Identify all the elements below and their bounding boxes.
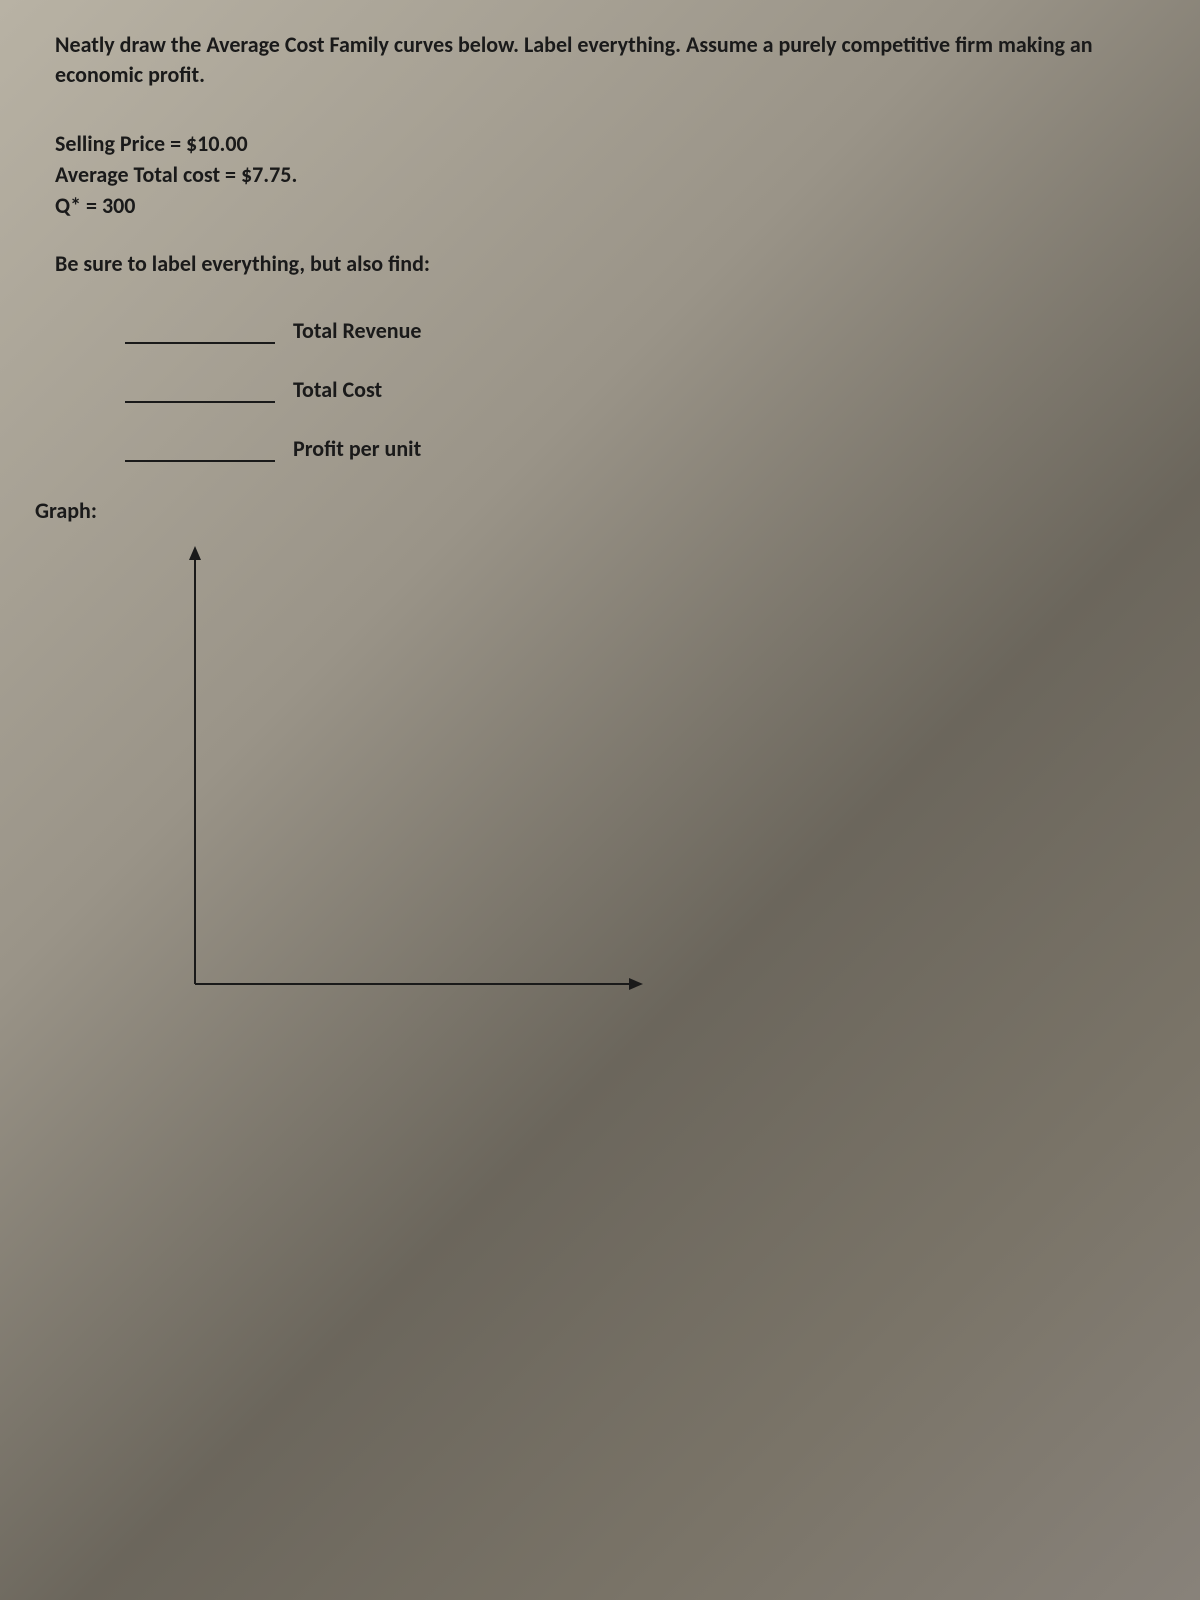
label-total-cost: Total Cost [293,376,382,403]
subtitle-text: Be sure to label everything, but also fi… [55,250,1145,277]
blank-line [125,438,275,462]
blank-line [125,379,275,403]
given-qstar: Q* = 300 [55,191,1145,222]
given-price: Selling Price = $10.00 [55,129,1145,160]
instructions-text: Neatly draw the Average Cost Family curv… [55,30,1145,89]
chart-axes [185,544,1145,994]
given-values: Selling Price = $10.00 Average Total cos… [55,129,1145,221]
blank-line [125,320,275,344]
label-profit-per-unit: Profit per unit [293,435,421,462]
given-atc: Average Total cost = $7.75. [55,160,1145,191]
fill-row-profit: Profit per unit [125,435,1145,462]
fill-row-revenue: Total Revenue [125,317,1145,344]
label-total-revenue: Total Revenue [293,317,421,344]
fill-row-cost: Total Cost [125,376,1145,403]
fill-in-section: Total Revenue Total Cost Profit per unit [125,317,1145,462]
axes-svg [185,544,645,994]
graph-heading: Graph: [35,497,1145,524]
